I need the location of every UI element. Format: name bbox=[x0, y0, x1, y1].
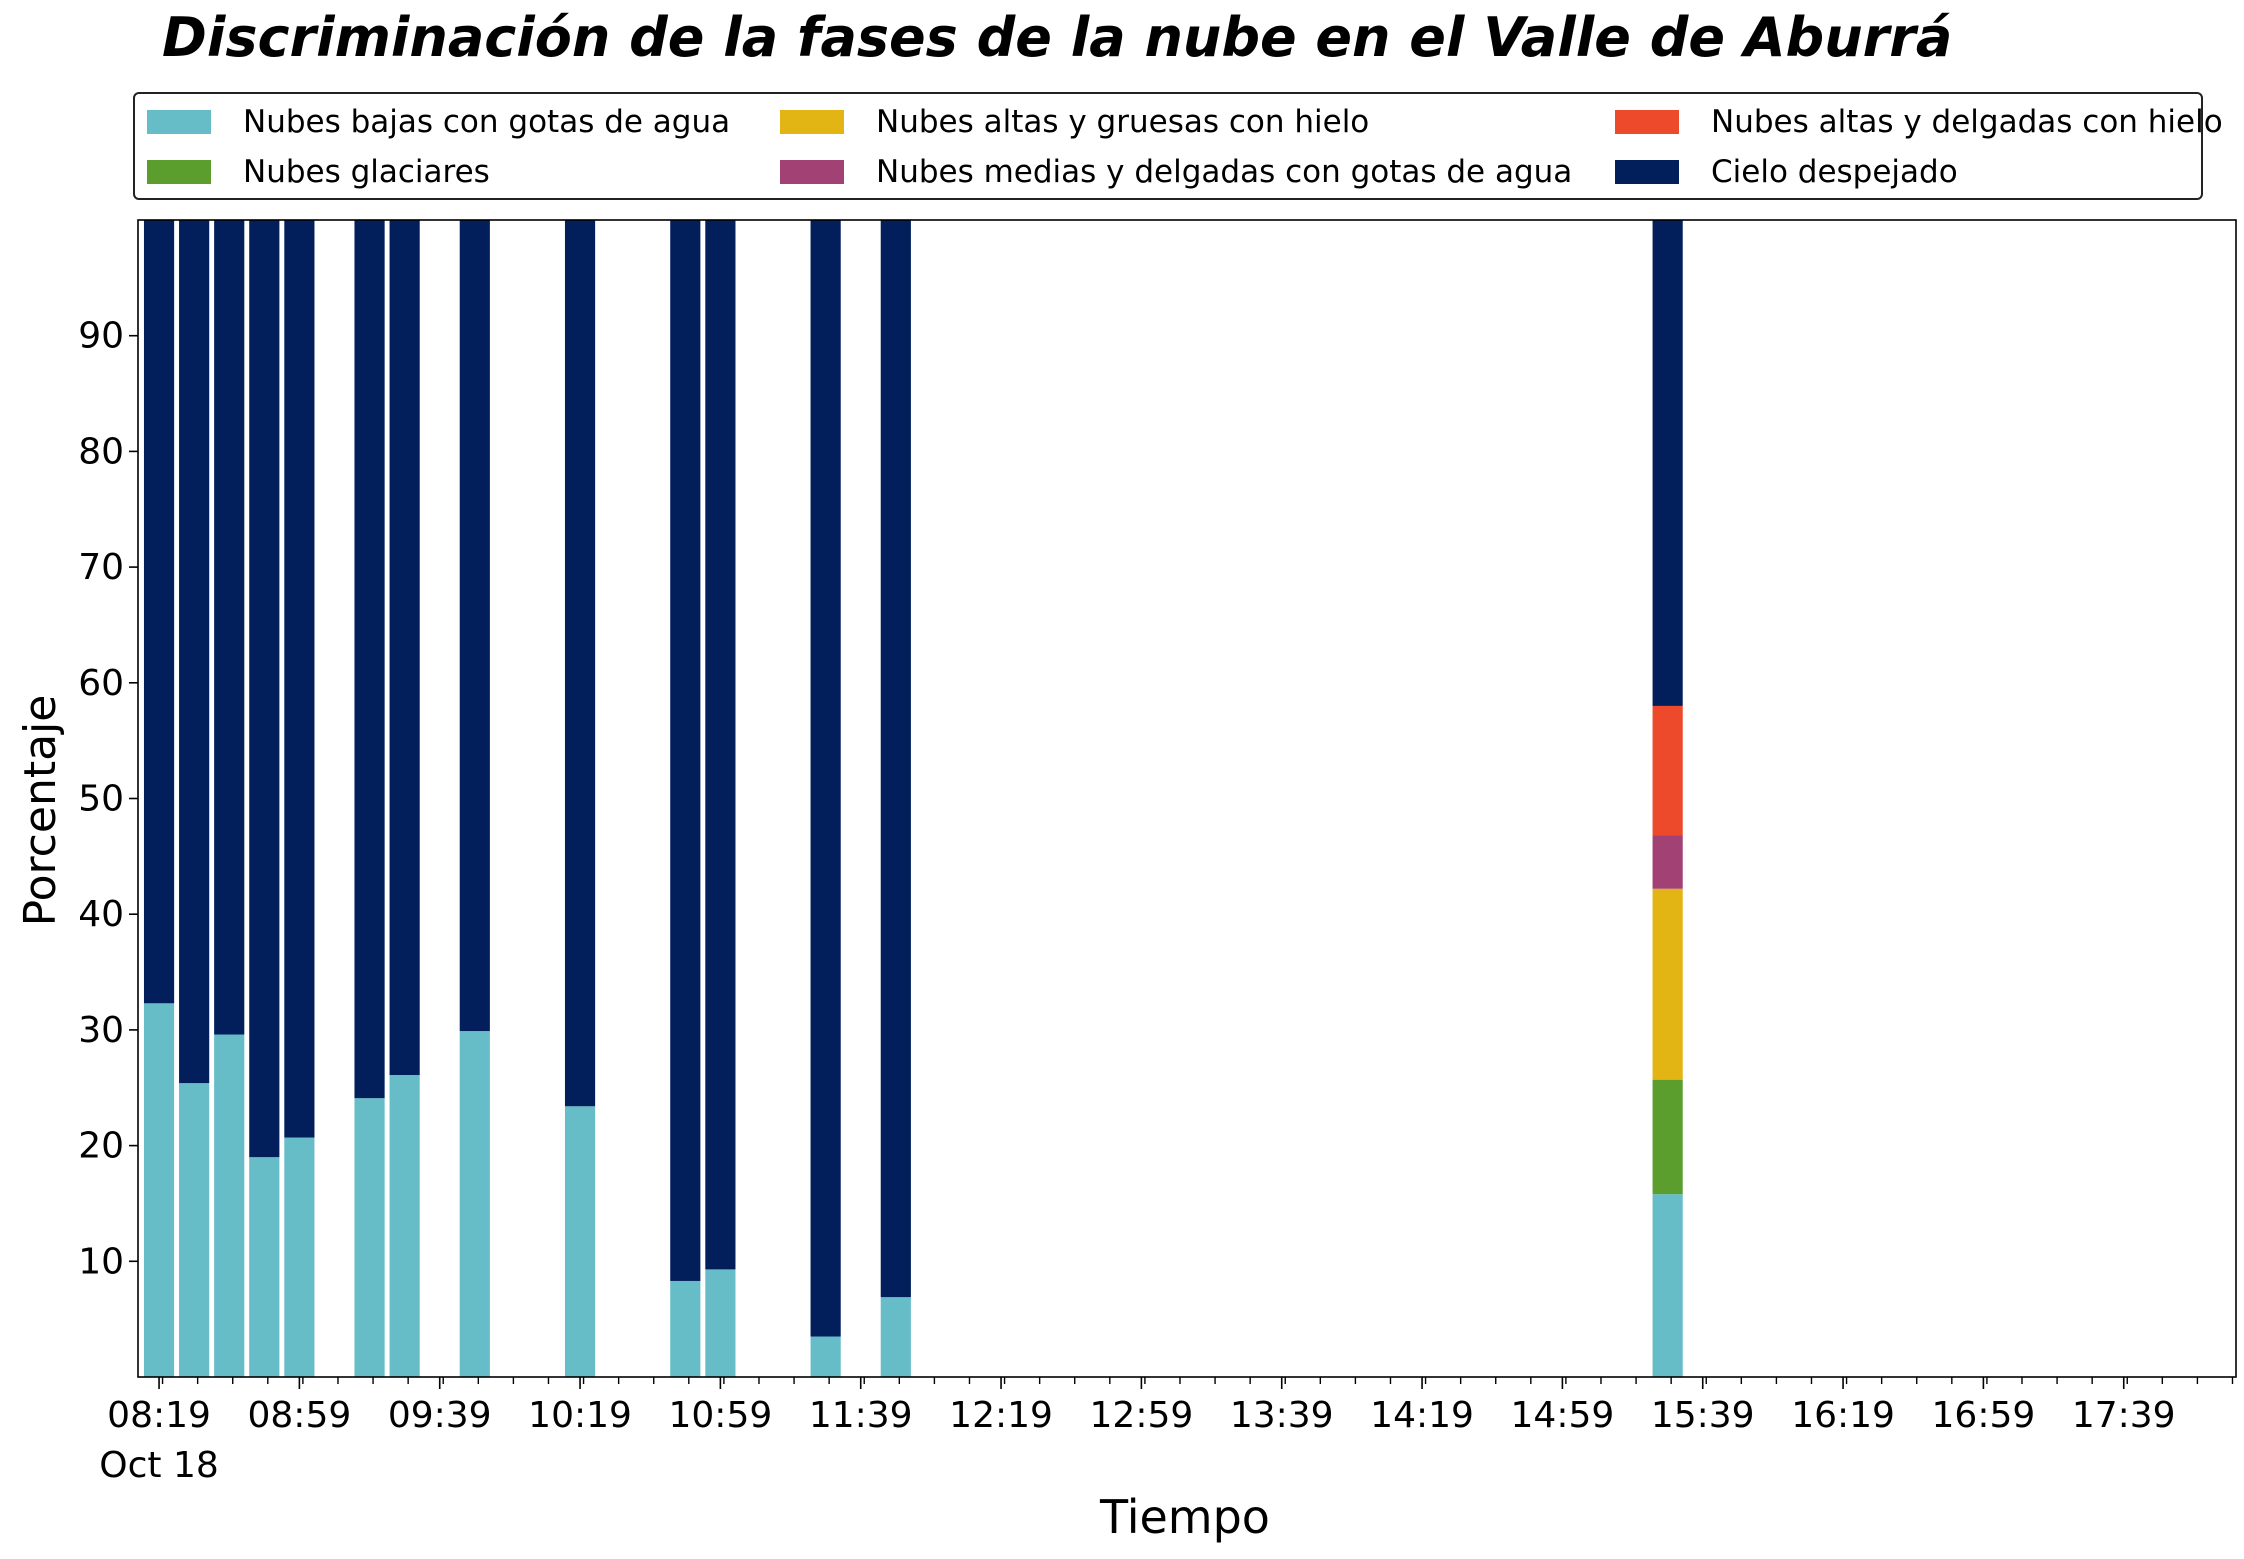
bar-segment bbox=[1652, 220, 1683, 706]
x-tick-label: 09:39 bbox=[388, 1395, 492, 1436]
x-tick-label: 10:19 bbox=[528, 1395, 632, 1436]
x-tick-label: 08:59 bbox=[248, 1395, 352, 1436]
x-tick-label: 15:39 bbox=[1651, 1395, 1755, 1436]
x-tick-label: 12:59 bbox=[1090, 1395, 1194, 1436]
legend-swatch bbox=[147, 110, 211, 134]
bar-segment bbox=[1652, 1194, 1683, 1377]
legend-entry: Nubes glaciares bbox=[147, 154, 490, 190]
bar-segment bbox=[389, 220, 420, 1076]
bar-segment bbox=[214, 220, 245, 1035]
legend-swatch bbox=[1615, 160, 1679, 184]
bar-segment bbox=[564, 220, 596, 1107]
y-tick-label: 40 bbox=[78, 894, 124, 935]
bar-segment bbox=[810, 220, 841, 1337]
y-tick-label: 90 bbox=[78, 316, 124, 357]
bar-segment bbox=[459, 220, 490, 1032]
bar-segment bbox=[249, 1157, 280, 1377]
bar-segment bbox=[249, 220, 280, 1158]
legend-entry: Nubes bajas con gotas de agua bbox=[147, 104, 730, 140]
x-tick-label: 16:19 bbox=[1791, 1395, 1895, 1436]
bar-segment bbox=[143, 220, 175, 1004]
legend-label: Cielo despejado bbox=[1711, 154, 1958, 190]
legend-entry: Cielo despejado bbox=[1615, 154, 1958, 190]
bar-segment bbox=[1652, 835, 1683, 889]
bar-segment bbox=[459, 1031, 490, 1377]
legend-label: Nubes medias y delgadas con gotas de agu… bbox=[876, 154, 1573, 190]
chart-title: Discriminación de la fases de la nube en… bbox=[162, 6, 1953, 69]
y-tick-label: 30 bbox=[78, 1010, 124, 1051]
x-date-label: Oct 18 bbox=[99, 1445, 219, 1486]
y-tick-label: 70 bbox=[78, 547, 124, 588]
bar-segment bbox=[179, 220, 210, 1084]
y-axis-label: Porcentaje bbox=[15, 695, 66, 927]
legend-entry: Nubes medias y delgadas con gotas de agu… bbox=[780, 154, 1572, 190]
x-tick-label: 14:59 bbox=[1511, 1395, 1615, 1436]
legend-swatch bbox=[1615, 110, 1679, 134]
bar-segment bbox=[564, 1106, 596, 1377]
x-tick-label: 11:39 bbox=[809, 1395, 913, 1436]
y-tick-label: 50 bbox=[78, 779, 124, 820]
x-tick-label: 17:39 bbox=[2072, 1395, 2176, 1436]
bar-segment bbox=[705, 1269, 736, 1377]
bar-segment bbox=[214, 1034, 245, 1377]
bar-segment bbox=[705, 220, 736, 1270]
bar-segment bbox=[880, 220, 911, 1298]
bar-segment bbox=[1652, 1079, 1683, 1195]
bar-segment bbox=[354, 1098, 385, 1377]
bar-segment bbox=[284, 1137, 315, 1377]
legend-swatch bbox=[780, 160, 844, 184]
x-tick-label: 16:59 bbox=[1932, 1395, 2036, 1436]
legend-label: Nubes bajas con gotas de agua bbox=[243, 104, 731, 140]
bar-segment bbox=[810, 1336, 841, 1377]
bar-segment bbox=[284, 220, 315, 1138]
bar-segment bbox=[670, 220, 701, 1281]
legend: Nubes bajas con gotas de agua Nubes glaci… bbox=[133, 92, 2223, 200]
y-tick-label: 80 bbox=[78, 431, 124, 472]
y-tick-label: 60 bbox=[78, 663, 124, 704]
legend-label: Nubes altas y gruesas con hielo bbox=[876, 104, 1370, 140]
legend-entry: Nubes altas y delgadas con hielo bbox=[1615, 104, 2223, 140]
x-tick-label: 08:19 bbox=[107, 1395, 211, 1436]
legend-label: Nubes altas y delgadas con hielo bbox=[1711, 104, 2223, 140]
legend-swatch bbox=[780, 110, 844, 134]
y-tick-label: 10 bbox=[78, 1241, 124, 1282]
legend-label: Nubes glaciares bbox=[243, 154, 490, 190]
x-tick-label: 10:59 bbox=[669, 1395, 773, 1436]
bar-segment bbox=[1652, 888, 1683, 1080]
x-tick-label: 14:19 bbox=[1370, 1395, 1474, 1436]
bar-segment bbox=[179, 1083, 210, 1377]
bar-segment bbox=[354, 220, 385, 1099]
legend-swatch bbox=[147, 160, 211, 184]
legend-entry: Nubes altas y gruesas con hielo bbox=[780, 104, 1369, 140]
bar-segment bbox=[143, 1003, 175, 1377]
bar-segment bbox=[670, 1280, 701, 1377]
x-tick-label: 13:39 bbox=[1230, 1395, 1334, 1436]
bar-segment bbox=[1652, 705, 1683, 836]
bar-segment bbox=[880, 1297, 911, 1377]
x-axis-label: Tiempo bbox=[1099, 1490, 1270, 1544]
bar-segment bbox=[389, 1075, 420, 1377]
x-tick-label: 12:19 bbox=[949, 1395, 1053, 1436]
plot-frame bbox=[137, 219, 2237, 1378]
y-tick-label: 20 bbox=[78, 1126, 124, 1167]
